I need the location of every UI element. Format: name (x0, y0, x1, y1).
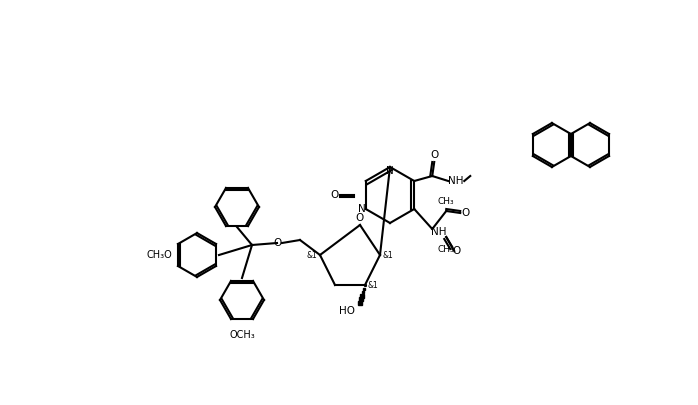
Text: &1: &1 (368, 281, 378, 290)
Text: CH₃: CH₃ (438, 245, 454, 254)
Text: &1: &1 (383, 251, 394, 260)
Text: HO: HO (339, 306, 355, 316)
Text: N: N (358, 204, 366, 214)
Text: OCH₃: OCH₃ (229, 330, 255, 340)
Text: O: O (452, 246, 461, 256)
Text: O: O (430, 150, 438, 160)
Text: N: N (386, 166, 394, 176)
Text: O: O (356, 213, 364, 223)
Text: &1: &1 (306, 251, 318, 260)
Text: O: O (461, 208, 469, 218)
Text: NH: NH (431, 227, 447, 237)
Text: O: O (273, 238, 281, 248)
Text: NH: NH (449, 176, 464, 186)
Text: CH₃: CH₃ (438, 196, 454, 205)
Text: CH₃O: CH₃O (146, 250, 172, 260)
Text: O: O (331, 190, 339, 200)
